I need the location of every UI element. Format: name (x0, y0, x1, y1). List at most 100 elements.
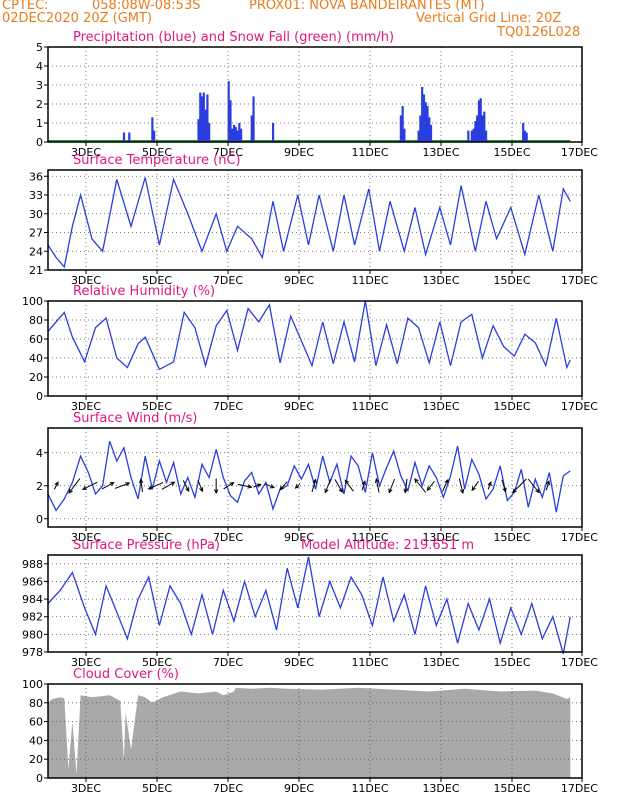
precip-bar (422, 94, 426, 142)
wind-arrow-head (324, 488, 329, 494)
wind-arrow-head (312, 478, 317, 484)
wind-arrow-head (487, 481, 492, 487)
panel-annotation: Model Altitude: 219.651 m (301, 538, 474, 553)
precip-bar (481, 115, 484, 142)
wind-arrow (82, 481, 98, 490)
x-tick-label: 3DEC (71, 274, 101, 287)
header-datetime: 02DEC2020 20Z (GMT) (2, 11, 153, 26)
y-tick-label: 27 (29, 227, 43, 240)
y-tick-label: 0 (36, 772, 43, 785)
precip-bar (200, 96, 204, 142)
precip-bar (429, 124, 433, 142)
wind-arrow (404, 478, 408, 493)
precip-bar (122, 132, 126, 142)
panel-title: Cloud Cover (%) (73, 667, 179, 682)
y-tick-label: 20 (29, 371, 43, 384)
wind-arrow (471, 480, 479, 491)
wind-arrow (114, 482, 130, 489)
panel-frame (47, 300, 583, 397)
x-tick-label: 17DEC (561, 656, 598, 669)
wind-arrow (458, 478, 464, 494)
y-tick-label: 3 (36, 79, 43, 92)
precip-bar (401, 105, 404, 142)
x-tick-label: 13DEC (422, 274, 459, 287)
panel-title: Surface Temperature (nC) (73, 153, 241, 168)
wind-arrow (361, 481, 366, 491)
panel-5: Cloud Cover (%) 0 20 40 60 80 100 3DEC 5DEC 7DEC 9… (22, 667, 598, 795)
precip-bar (199, 92, 202, 142)
x-tick-label: 7DEC (213, 400, 243, 413)
y-tick-label: 60 (29, 716, 43, 729)
x-tick-label: 11DEC (351, 400, 388, 413)
wind-arrow (182, 480, 190, 492)
x-tick-label: 17DEC (561, 782, 598, 795)
y-tick-label: 5 (36, 41, 43, 54)
precip-bar (419, 115, 422, 142)
header-coordinates: 058:08W-08:53S (92, 0, 201, 13)
precip-bar (523, 130, 527, 142)
y-tick-label: 1 (36, 117, 43, 130)
series-line (47, 300, 571, 371)
wind-arrow-head (414, 478, 419, 484)
x-tick-label: 7DEC (213, 782, 243, 795)
x-tick-label: 3DEC (71, 656, 101, 669)
wind-arrow (512, 478, 527, 493)
precip-bar (227, 81, 230, 142)
x-tick-label: 11DEC (351, 274, 388, 287)
x-tick-label: 5DEC (142, 146, 172, 159)
y-tick-label: 0 (36, 513, 43, 526)
y-tick-label: 4 (36, 447, 43, 460)
precip-bar (236, 130, 239, 142)
wind-arrow (140, 479, 144, 493)
precip-bar (470, 130, 473, 142)
header-cptec: CPTEC: (2, 0, 49, 13)
y-tick-label: 0 (36, 390, 43, 403)
y-tick-label: 100 (22, 678, 43, 691)
precip-bar (417, 130, 420, 142)
y-tick-label: 24 (29, 245, 43, 258)
wind-arrow-head (54, 481, 59, 487)
header-grid-line: Vertical Grid Line: 20Z (416, 11, 562, 26)
x-tick-label: 3DEC (71, 782, 101, 795)
y-tick-label: 0 (36, 136, 43, 149)
x-tick-label: 17DEC (561, 400, 598, 413)
x-tick-label: 13DEC (422, 656, 459, 669)
precip-bar (467, 130, 470, 142)
precip-bar (229, 100, 232, 142)
wind-arrow (487, 481, 492, 490)
wind-arrow-head (361, 480, 366, 486)
wind-arrow-head (109, 482, 115, 487)
y-tick-label: 21 (29, 264, 43, 277)
x-tick-label: 15DEC (493, 782, 530, 795)
x-tick-label: 3DEC (71, 146, 101, 159)
precip-bar (240, 128, 243, 142)
panel-4: Surface Pressure (hPa) Model Altitude: 21… (22, 538, 598, 669)
x-tick-label: 11DEC (351, 656, 388, 669)
x-tick-label: 9DEC (284, 400, 314, 413)
wind-arrow (344, 480, 354, 492)
panel-1: Surface Temperature (nC) 21 24 27 30 33 36 3DEC… (29, 153, 598, 287)
y-tick-label: 982 (22, 611, 43, 624)
x-tick-label: 9DEC (284, 782, 314, 795)
precip-bar (484, 130, 488, 142)
precip-bar (250, 115, 253, 142)
wind-arrow-head (459, 488, 465, 495)
wind-arrow (324, 478, 332, 493)
wind-arrow-head (147, 485, 153, 490)
x-tick-label: 5DEC (142, 656, 172, 669)
wind-arrow-head (185, 487, 190, 493)
wind-arrow-head (170, 481, 176, 486)
precip-bar (202, 92, 205, 142)
x-tick-label: 15DEC (493, 274, 530, 287)
y-tick-label: 33 (29, 189, 43, 202)
y-tick-label: 984 (22, 593, 43, 606)
wind-arrow-head (545, 480, 551, 486)
precip-bar (238, 123, 241, 142)
wind-arrow-head (502, 487, 507, 493)
precip-bar (421, 86, 424, 142)
wind-arrow (101, 482, 114, 490)
x-tick-label: 15DEC (493, 146, 530, 159)
series-line (47, 440, 571, 513)
y-tick-label: 980 (22, 628, 43, 641)
